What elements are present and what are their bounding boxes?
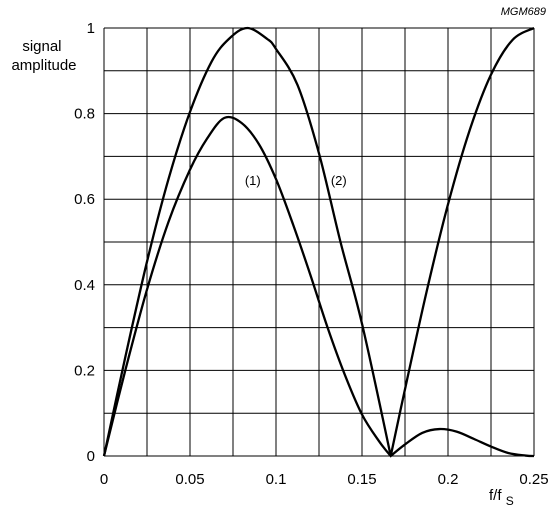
y-axis-label-line-2: amplitude [11,57,76,74]
curve-labels: (1) (2) [245,173,347,188]
x-axis-label-main: f/f [489,487,502,504]
y-axis-label-line-1: signal [22,38,61,55]
y-tick-label: 0 [87,448,95,465]
x-tick-label: 0.2 [438,471,459,488]
curve-label: (2) [331,173,347,188]
figure-id: MGM689 [501,6,546,18]
x-tick-label: 0.25 [519,471,548,488]
tick-labels: 0 0.05 0.1 0.15 0.2 0.25 0 0.2 0.4 0.6 0.8 1 [74,20,548,488]
y-tick-label: 0.4 [74,277,95,294]
x-axis-label-subscript: S [506,494,514,508]
series-line-2 [102,26,535,457]
y-tick-label: 0.2 [74,362,95,379]
y-tick-label: 0.8 [74,106,95,123]
x-tick-label: 0.05 [175,471,204,488]
plot-grid [103,27,535,457]
x-tick-label: 0.1 [266,471,287,488]
y-tick-label: 1 [87,20,95,37]
x-tick-label: 0 [100,471,108,488]
y-tick-label: 0.6 [74,191,95,208]
series-layer [102,26,535,458]
curve-label: (1) [245,173,261,188]
y-axis-label: signal amplitude [11,38,76,74]
series-line-1 [102,115,535,458]
x-axis-label: f/f S [489,487,514,508]
x-tick-label: 0.15 [347,471,376,488]
